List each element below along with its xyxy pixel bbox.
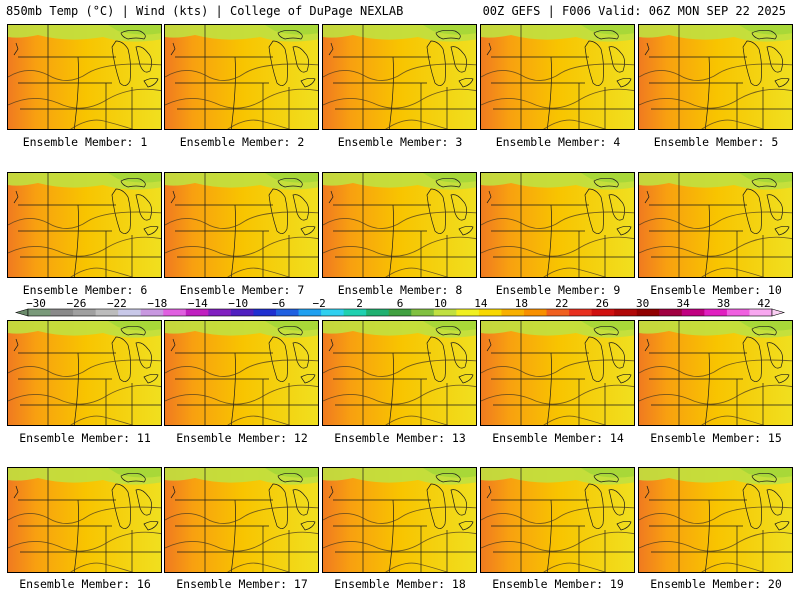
colorbar-right-arrow — [771, 308, 786, 317]
colorbar-tick-label: −6 — [272, 297, 285, 310]
colorbar-swatch — [298, 309, 322, 316]
colorbar-swatch — [230, 309, 254, 316]
colorbar-swatch — [163, 309, 187, 316]
ensemble-member-label: Ensemble Member: 13 — [334, 431, 466, 445]
ensemble-member-label: Ensemble Member: 6 — [22, 283, 148, 297]
ensemble-member-map — [7, 320, 162, 426]
colorbar-tick-label: −18 — [147, 297, 167, 310]
colorbar-tick-label: 38 — [717, 297, 730, 310]
colorbar-swatch — [28, 309, 52, 316]
colorbar-swatch — [366, 309, 390, 316]
colorbar-tick-label: −14 — [188, 297, 208, 310]
colorbar-swatch — [456, 309, 480, 316]
ensemble-member-label: Ensemble Member: 17 — [176, 577, 308, 591]
colorbar-swatch — [140, 309, 164, 316]
colorbar-swatch — [726, 309, 750, 316]
ensemble-member-map — [164, 467, 319, 573]
colorbar-swatch — [208, 309, 232, 316]
ensemble-member-label: Ensemble Member: 19 — [492, 577, 624, 591]
colorbar-tick-label: 26 — [596, 297, 609, 310]
ensemble-member-label: Ensemble Member: 18 — [334, 577, 466, 591]
colorbar-swatch — [95, 309, 119, 316]
colorbar-tick-label: 18 — [515, 297, 528, 310]
colorbar-swatch — [501, 309, 525, 316]
ensemble-member-label: Ensemble Member: 16 — [19, 577, 151, 591]
colorbar-swatch — [276, 309, 300, 316]
ensemble-member-label: Ensemble Member: 2 — [179, 135, 305, 149]
ensemble-member-label: Ensemble Member: 7 — [179, 283, 305, 297]
colorbar-swatch — [591, 309, 615, 316]
ensemble-member-label: Ensemble Member: 12 — [176, 431, 308, 445]
ensemble-member-label: Ensemble Member: 20 — [650, 577, 782, 591]
ensemble-member-map — [638, 320, 793, 426]
colorbar-tick-label: −26 — [67, 297, 87, 310]
temperature-colorbar: −30 −26 −22 −18 −14 −10 −6 −2 2 6 10 14 18 22 26 30 34 38… — [14, 297, 786, 317]
colorbar-tick-label: 30 — [636, 297, 649, 310]
ensemble-member-map — [164, 320, 319, 426]
colorbar-tick-label: −10 — [228, 297, 248, 310]
colorbar-tick-label: 22 — [555, 297, 568, 310]
ensemble-member-label: Ensemble Member: 4 — [495, 135, 621, 149]
ensemble-member-map — [322, 320, 477, 426]
colorbar-swatch — [614, 309, 638, 316]
colorbar-tick-label: 2 — [356, 297, 363, 310]
colorbar-swatch — [681, 309, 705, 316]
ensemble-member-map — [638, 172, 793, 278]
colorbar-swatch — [73, 309, 97, 316]
ensemble-member-label: Ensemble Member: 5 — [653, 135, 779, 149]
colorbar-swatch — [321, 309, 345, 316]
ensemble-member-map — [480, 24, 635, 130]
ensemble-member-label: Ensemble Member: 8 — [337, 283, 463, 297]
colorbar-swatch — [546, 309, 570, 316]
colorbar-swatch — [118, 309, 142, 316]
ensemble-member-label: Ensemble Member: 3 — [337, 135, 463, 149]
ensemble-member-map — [164, 172, 319, 278]
colorbar-swatch — [433, 309, 457, 316]
colorbar-swatch — [524, 309, 548, 316]
ensemble-member-map — [322, 172, 477, 278]
colorbar-swatch — [636, 309, 660, 316]
colorbar-swatch — [388, 309, 412, 316]
colorbar-swatch — [569, 309, 593, 316]
ensemble-member-map — [638, 467, 793, 573]
colorbar-swatch — [50, 309, 74, 316]
ensemble-member-map — [322, 24, 477, 130]
ensemble-member-label: Ensemble Member: 14 — [492, 431, 624, 445]
colorbar-tick-label: 6 — [397, 297, 404, 310]
colorbar-tick-label: 10 — [434, 297, 447, 310]
ensemble-member-map — [480, 320, 635, 426]
ensemble-member-map — [638, 24, 793, 130]
ensemble-member-map — [7, 467, 162, 573]
ensemble-member-map — [480, 467, 635, 573]
colorbar-tick-label: −30 — [26, 297, 46, 310]
colorbar-swatch — [478, 309, 502, 316]
colorbar-tick-label: −22 — [107, 297, 127, 310]
colorbar-swatch — [411, 309, 435, 316]
ensemble-member-map — [322, 467, 477, 573]
colorbar-tick-label: −2 — [312, 297, 325, 310]
colorbar-swatch — [749, 309, 773, 316]
ensemble-member-map — [7, 24, 162, 130]
header-valid-time: 00Z GEFS | F006 Valid: 06Z MON SEP 22 20… — [482, 4, 786, 18]
colorbar-tick-label: 14 — [474, 297, 488, 310]
colorbar-swatch — [659, 309, 683, 316]
colorbar-swatch — [185, 309, 209, 316]
ensemble-member-label: Ensemble Member: 1 — [22, 135, 148, 149]
ensemble-member-map — [164, 24, 319, 130]
colorbar-left-arrow — [14, 308, 29, 317]
ensemble-member-label: Ensemble Member: 15 — [650, 431, 782, 445]
header-title: 850mb Temp (°C) | Wind (kts) | College o… — [6, 4, 404, 18]
colorbar-tick-label: 34 — [676, 297, 690, 310]
ensemble-member-label: Ensemble Member: 9 — [495, 283, 621, 297]
ensemble-member-map — [480, 172, 635, 278]
colorbar-swatch — [253, 309, 277, 316]
ensemble-member-label: Ensemble Member: 10 — [650, 283, 782, 297]
colorbar-swatch — [704, 309, 728, 316]
colorbar-swatch — [343, 309, 367, 316]
ensemble-member-label: Ensemble Member: 11 — [19, 431, 151, 445]
colorbar-tick-label: 42 — [757, 297, 770, 310]
ensemble-member-map — [7, 172, 162, 278]
